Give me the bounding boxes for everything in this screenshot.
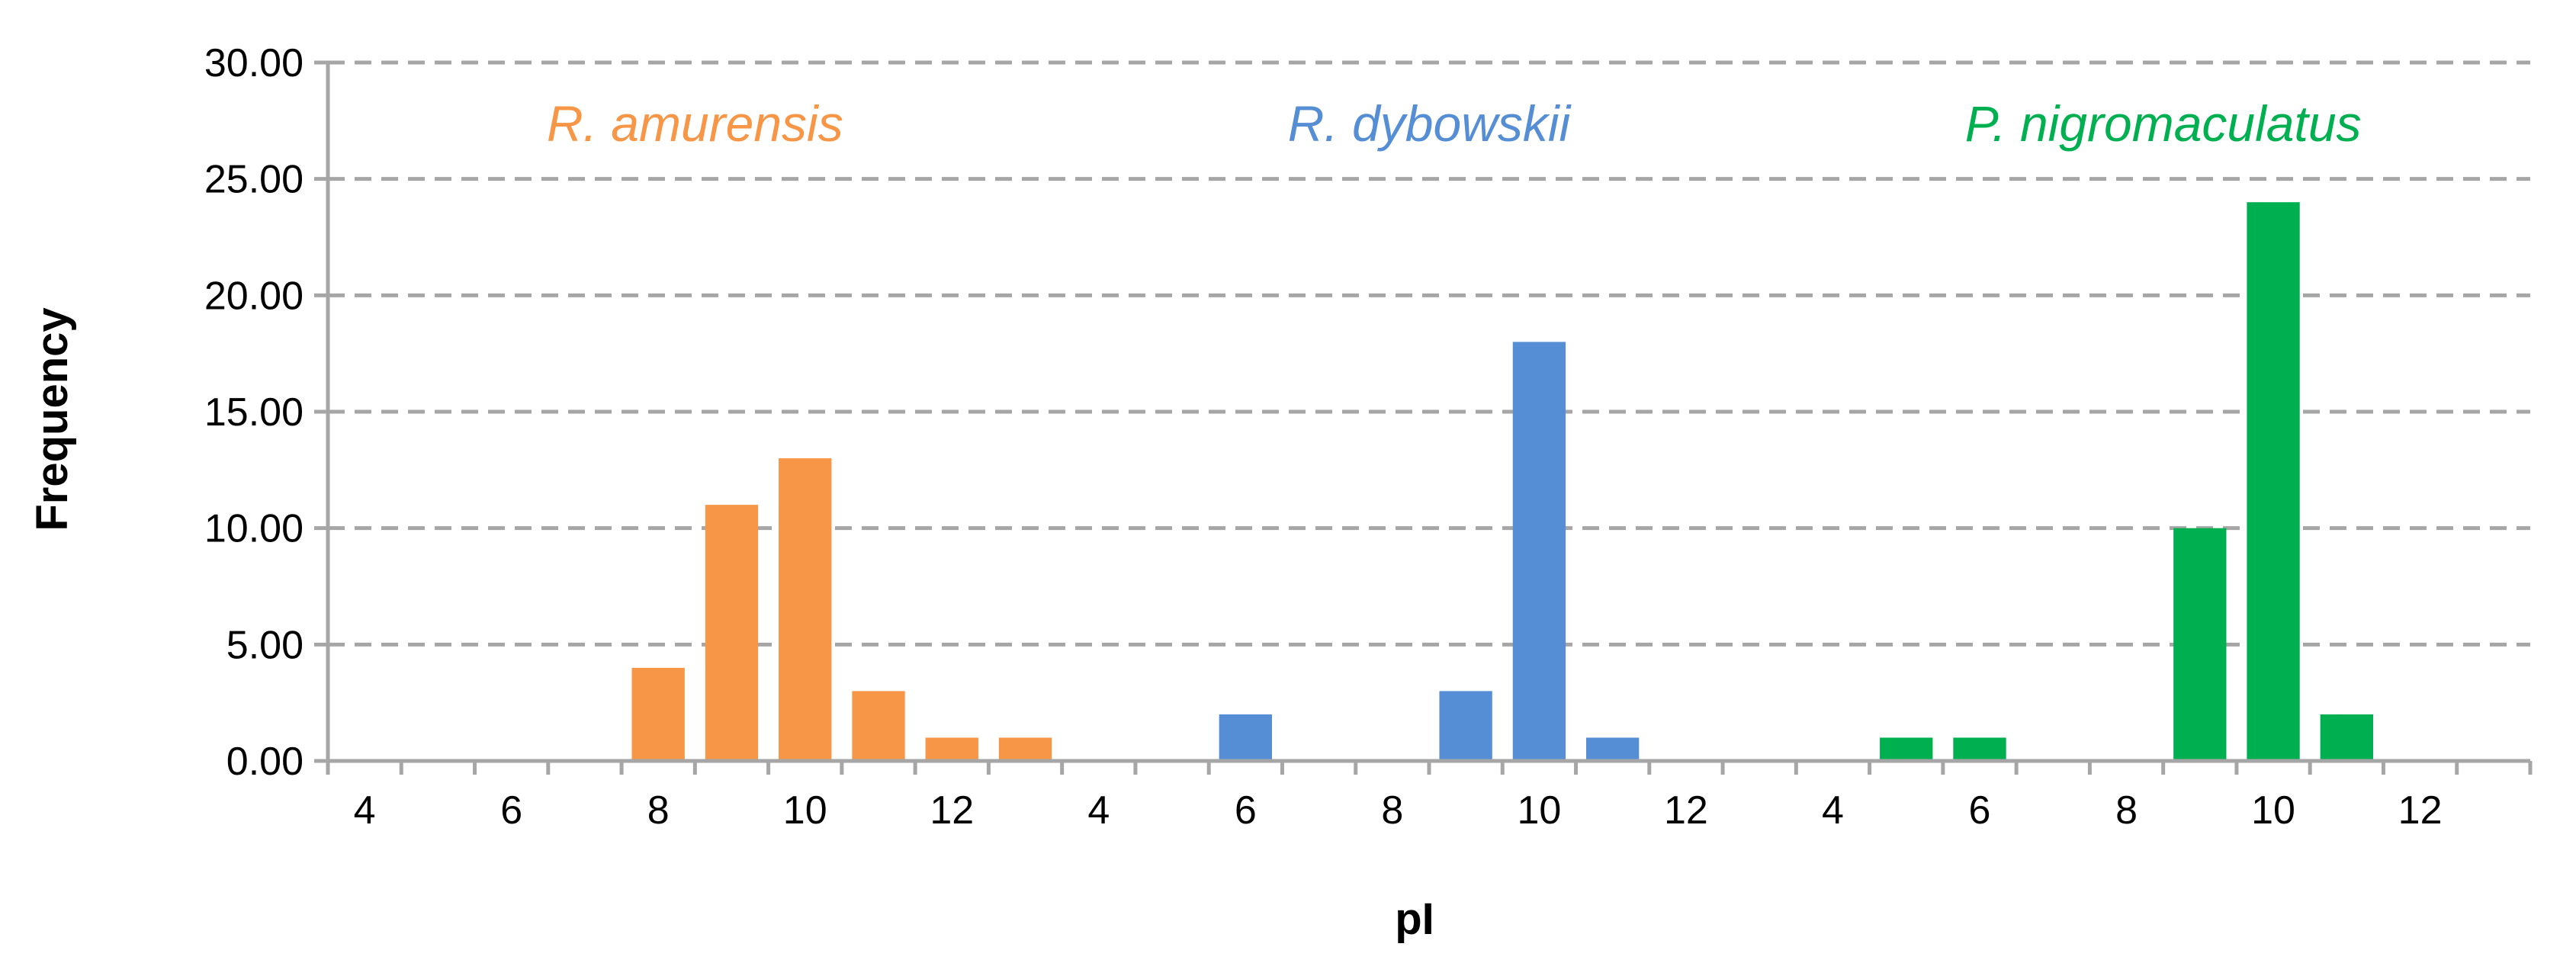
bar xyxy=(705,505,759,761)
x-tick-labels: 4 6 8 10 12 4 6 8 10 12 4 6 8 10 12 xyxy=(354,788,2443,833)
gridlines xyxy=(328,60,2530,647)
bar xyxy=(1439,691,1492,761)
axes xyxy=(314,60,2533,775)
y-tick-label: 25.00 xyxy=(204,158,304,202)
bar xyxy=(1586,737,1640,761)
y-tick-label: 5.00 xyxy=(226,623,304,667)
x-tick-label: 8 xyxy=(1381,788,1403,833)
y-tick-label: 10.00 xyxy=(204,507,304,551)
bar xyxy=(2173,528,2227,761)
series-label: P. nigromaculatus xyxy=(1965,95,2362,152)
x-tick-label: 6 xyxy=(1969,788,1991,833)
bar xyxy=(852,691,905,761)
series-label: R. dybowskii xyxy=(1288,95,1572,152)
y-tick-label: 0.00 xyxy=(226,740,304,784)
x-tick-label: 12 xyxy=(2398,788,2443,833)
x-tick-label: 4 xyxy=(354,788,376,833)
x-tick-label: 6 xyxy=(1235,788,1257,833)
x-tick-label: 4 xyxy=(1087,788,1110,833)
bars xyxy=(631,202,2373,761)
bar xyxy=(998,737,1052,761)
x-tick-label: 8 xyxy=(2115,788,2138,833)
y-axis-title: Frequency xyxy=(27,307,77,531)
bar xyxy=(631,667,685,761)
bar xyxy=(1512,342,1566,761)
x-tick-label: 10 xyxy=(2251,788,2295,833)
bar xyxy=(2247,202,2300,761)
y-tick-labels: 0.00 5.00 10.00 15.00 20.00 25.00 30.00 xyxy=(204,41,304,784)
x-tick-label: 10 xyxy=(783,788,827,833)
x-tick-label: 6 xyxy=(500,788,522,833)
bar xyxy=(779,458,832,761)
x-tick-label: 10 xyxy=(1517,788,1561,833)
x-tick-label: 8 xyxy=(647,788,670,833)
y-tick-label: 30.00 xyxy=(204,41,304,85)
x-tick-label: 12 xyxy=(930,788,974,833)
x-tick-label: 4 xyxy=(1822,788,1844,833)
bar xyxy=(1219,714,1272,761)
series-labels: R. amurensis R. dybowskii P. nigromaculatu… xyxy=(547,95,2362,152)
bar xyxy=(925,737,978,761)
bar xyxy=(1880,737,1933,761)
x-tick-label: 12 xyxy=(1664,788,1708,833)
y-tick-label: 15.00 xyxy=(204,390,304,435)
bar xyxy=(2320,714,2373,761)
x-axis-title: pI xyxy=(1395,894,1434,944)
series-label: R. amurensis xyxy=(547,95,843,152)
y-tick-label: 20.00 xyxy=(204,274,304,318)
bar xyxy=(1953,737,2006,761)
